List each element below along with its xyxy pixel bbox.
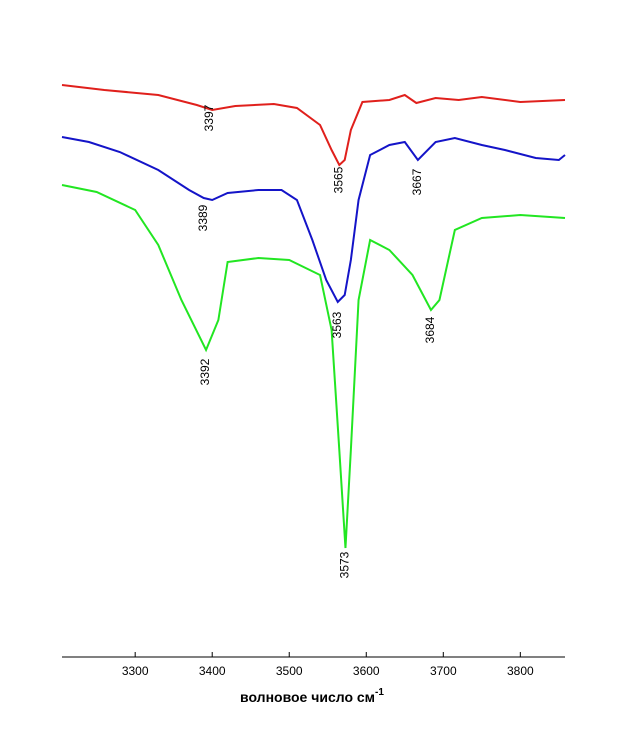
x-tick-label: 3600 <box>353 664 380 678</box>
peak-label: 3389 <box>196 204 210 231</box>
peak-label: 3565 <box>331 166 345 193</box>
peak-label: 3392 <box>198 358 212 385</box>
x-tick-label: 3700 <box>430 664 457 678</box>
x-tick-label: 3500 <box>276 664 303 678</box>
x-axis-label: волновое число см-1 <box>240 687 384 705</box>
peak-label: 3563 <box>330 311 344 338</box>
x-tick-label: 3800 <box>507 664 534 678</box>
x-tick-label: 3300 <box>122 664 149 678</box>
peak-label: 3684 <box>423 316 437 343</box>
peak-label: 3397 <box>202 104 216 131</box>
x-axis-label-main: волновое число см <box>240 689 375 705</box>
x-tick-label: 3400 <box>199 664 226 678</box>
peak-label: 3573 <box>338 551 352 578</box>
peak-label: 3667 <box>410 168 424 195</box>
line-series <box>61 136 566 304</box>
x-axis-label-sup: -1 <box>375 687 384 698</box>
line-series <box>61 184 566 549</box>
line-series <box>61 84 566 167</box>
